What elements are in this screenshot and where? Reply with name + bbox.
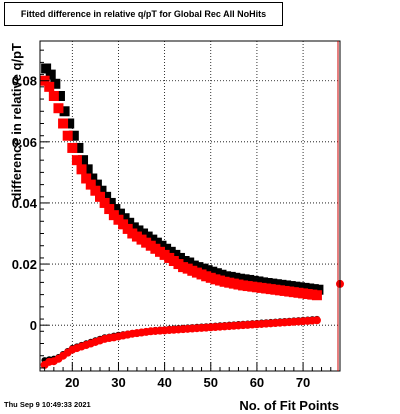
y-tick-label: 0.06 <box>12 135 37 150</box>
red-square-point <box>311 290 322 301</box>
black-square-point <box>41 63 52 74</box>
x-tick-label: 20 <box>65 375 79 390</box>
red-square-point <box>90 185 101 196</box>
x-tick-label: 50 <box>204 375 218 390</box>
red-square-point <box>85 179 96 190</box>
y-tick-label: 0.08 <box>12 74 37 89</box>
black-square-point <box>313 284 324 295</box>
red-square-point <box>53 103 64 114</box>
x-tick-label: 70 <box>296 375 310 390</box>
x-tick-label: 60 <box>250 375 264 390</box>
x-axis-label: No. of Fit Points <box>239 398 339 413</box>
x-tick-label: 30 <box>111 375 125 390</box>
x-tick-label: 40 <box>157 375 171 390</box>
y-tick-label: 0.04 <box>12 196 38 211</box>
red-dot-point <box>312 316 321 325</box>
black-square-point <box>82 164 93 175</box>
black-square-point <box>68 130 79 141</box>
black-square-point <box>54 91 65 101</box>
black-square-point <box>101 191 112 202</box>
plot-frame <box>39 40 341 372</box>
red-square-point <box>71 155 82 166</box>
black-square-point <box>45 69 56 80</box>
red-square-point <box>58 118 69 129</box>
black-square-point <box>64 118 75 129</box>
red-square-point <box>67 142 78 153</box>
black-square-point <box>96 185 107 196</box>
black-square-point <box>59 106 70 117</box>
axis-ticks: 20 30 40 50 60 70 0 0.02 0.04 0.06 0.08 <box>12 49 341 390</box>
red-square-point <box>44 81 55 92</box>
red-square-point <box>95 191 105 202</box>
black-square-point <box>87 173 98 184</box>
y-tick-label: 0 <box>30 318 37 333</box>
red-square-point <box>104 204 115 215</box>
black-square-point <box>50 78 61 89</box>
red-square-point <box>81 173 92 184</box>
black-square-point <box>91 179 102 190</box>
chart-title: Fitted difference in relative q/pT for G… <box>4 2 283 26</box>
data-marks <box>39 63 344 369</box>
red-square-point <box>62 130 73 141</box>
black-square-point <box>105 197 116 208</box>
black-square-point <box>73 142 84 153</box>
red-square-point <box>76 164 87 175</box>
red-square-point <box>48 91 59 101</box>
y-tick-label: 0.02 <box>12 257 37 272</box>
red-square-point <box>99 197 110 208</box>
timestamp: Thu Sep 9 10:49:33 2021 <box>4 400 91 409</box>
y-axis-label: difference in relative q/pT <box>9 43 24 201</box>
black-square-point <box>78 155 89 166</box>
